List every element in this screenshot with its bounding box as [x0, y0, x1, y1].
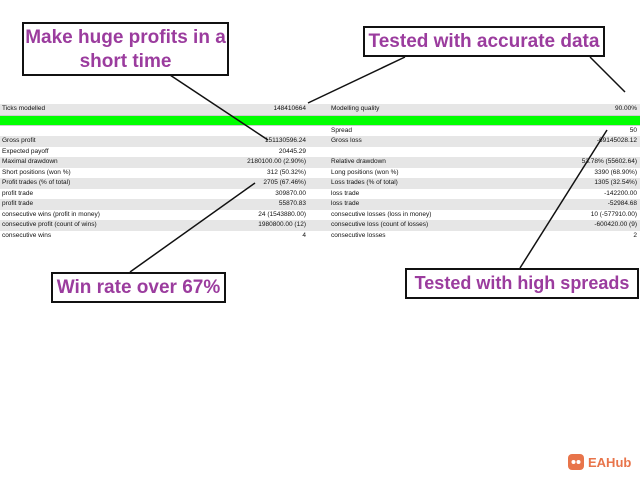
metric-value: -600420.00 (9) — [594, 221, 637, 228]
metric-value: -142200.00 — [604, 189, 637, 197]
metric-label: consecutive wins (profit in money) — [2, 210, 100, 218]
metric-value: 4 — [302, 231, 306, 239]
metric-value: 24 (1543880.00) — [258, 210, 306, 218]
metric-value: -52984.68 — [607, 200, 637, 207]
watermark: EAHub — [568, 454, 631, 470]
report-row: Ticks modelled 148410664 Modelling quality… — [0, 104, 640, 115]
metric-label: consecutive loss (count of losses) — [331, 221, 429, 228]
report-row: consecutive wins 4 consecutive losses 2 — [0, 231, 640, 242]
report-row: profit trade 55870.83 loss trade -52984.68 — [0, 199, 640, 210]
callout: Win rate over 67% — [51, 272, 226, 303]
metric-label: Long positions (won %) — [331, 168, 399, 176]
metric-value: 151130596.24 — [264, 137, 306, 144]
report-row: Profit trades (% of total) 2705 (67.46%) L… — [0, 178, 640, 189]
metric-label: Expected payoff — [2, 147, 49, 155]
metric-value: 2 — [633, 231, 637, 239]
metric-value: -69145028.12 — [596, 137, 637, 144]
report-row: Gross profit 151130596.24 Gross loss -69145… — [0, 136, 640, 147]
report-row: Short positions (won %) 312 (50.32%) Long … — [0, 168, 640, 179]
metric-value: 10 (-577910.00) — [590, 210, 637, 218]
metric-label: consecutive losses (loss in money) — [331, 210, 432, 218]
metric-label: Short positions (won %) — [2, 168, 71, 176]
metric-label: consecutive losses — [331, 231, 386, 239]
pointer — [129, 182, 256, 273]
metric-label: loss trade — [331, 189, 360, 197]
metric-value: 3390 (68.90%) — [594, 168, 637, 176]
pointer — [589, 56, 626, 93]
metric-label: profit trade — [2, 200, 34, 207]
metric-label: profit trade — [2, 189, 34, 197]
metric-value: 148410664 — [273, 105, 306, 112]
metric-value: 309870.00 — [275, 189, 306, 197]
callout: Make huge profits in a short time — [22, 22, 229, 76]
metric-label: Loss trades (% of total) — [331, 179, 398, 186]
metric-label: Gross loss — [331, 137, 362, 144]
watermark-icon — [568, 454, 584, 470]
metric-value: 90.00% — [614, 105, 637, 112]
metric-label: consecutive wins — [2, 231, 52, 239]
report-row: consecutive profit (count of wins) 198080… — [0, 220, 640, 231]
metric-label: Gross profit — [2, 137, 36, 144]
metric-value: 312 (50.32%) — [266, 168, 306, 176]
metric-value: 1980800.00 (12) — [258, 221, 306, 228]
pointer — [519, 129, 608, 269]
pointer — [307, 56, 406, 104]
metric-value: 50 — [629, 126, 637, 134]
callout: Tested with high spreads — [405, 268, 639, 299]
metric-value: 2180100.00 (2.90%) — [247, 158, 306, 165]
metric-value: 20445.29 — [278, 147, 306, 155]
metric-label: Ticks modelled — [2, 105, 46, 112]
report-row: profit trade 309870.00 loss trade -142200.0… — [0, 189, 640, 200]
callout: Tested with accurate data — [363, 26, 605, 57]
metric-label: Spread — [331, 126, 352, 134]
metric-value: 2705 (67.46%) — [263, 179, 306, 186]
report-row: consecutive wins (profit in money) 24 (15… — [0, 210, 640, 221]
progress-bar — [0, 114, 640, 126]
report-table: Ticks modelled 148410664 Modelling quality… — [0, 104, 640, 241]
report-row: Expected payoff 20445.29 — [0, 147, 640, 158]
metric-label: Maximal drawdown — [2, 158, 58, 165]
metric-value: 1305 (32.54%) — [594, 179, 637, 186]
metric-label: loss trade — [331, 200, 360, 207]
metric-label: Profit trades (% of total) — [2, 179, 71, 186]
report-row: Maximal drawdown 2180100.00 (2.90%) Relati… — [0, 157, 640, 168]
watermark-text: EAHub — [588, 454, 632, 470]
metric-value: 53.78% (55602.64) — [581, 158, 637, 165]
pointer — [169, 74, 269, 141]
metric-label: Modelling quality — [331, 105, 380, 112]
metric-value: 55870.83 — [278, 200, 306, 207]
report-row: Spread 50 — [0, 126, 640, 137]
metric-label: Relative drawdown — [331, 158, 386, 165]
metric-label: consecutive profit (count of wins) — [2, 221, 97, 228]
